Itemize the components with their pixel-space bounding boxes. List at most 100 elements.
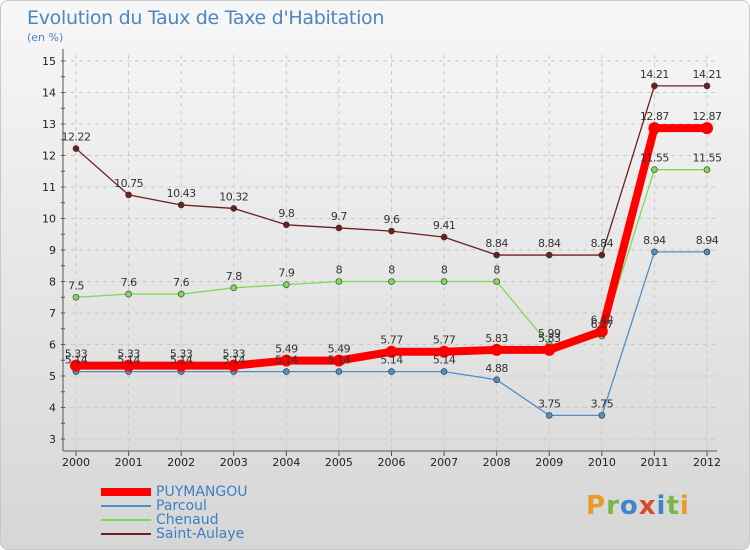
data-point — [125, 290, 132, 298]
legend-label: Chenaud — [156, 512, 219, 528]
data-label: 12.87 — [693, 110, 722, 123]
data-label: 3.75 — [591, 397, 614, 410]
data-point — [122, 359, 135, 372]
data-point — [283, 281, 290, 288]
data-point — [440, 368, 448, 375]
data-label: 5.33 — [223, 348, 246, 361]
x-tick-label: 2010 — [588, 456, 616, 469]
data-label: 5.83 — [485, 332, 508, 345]
x-tick-label: 2000 — [62, 456, 90, 469]
legend-swatch — [101, 505, 151, 507]
data-label: 14.21 — [693, 68, 722, 81]
data-label: 5.49 — [328, 343, 351, 356]
data-label: 5.14 — [433, 354, 456, 367]
data-label: 11.55 — [640, 152, 669, 165]
data-point — [493, 376, 500, 384]
data-label: 8 — [388, 264, 395, 277]
y-tick-label: 6 — [49, 339, 56, 352]
data-label: 9.7 — [331, 210, 347, 223]
data-label: 12.87 — [640, 110, 669, 123]
data-label: 9.8 — [278, 207, 294, 220]
legend-swatch — [101, 533, 151, 535]
data-point — [335, 224, 343, 232]
data-label: 5.33 — [170, 348, 193, 361]
data-label: 5.14 — [328, 354, 351, 367]
logo-letter: o — [619, 491, 639, 521]
data-point — [283, 221, 290, 229]
logo-letter: t — [666, 491, 680, 521]
data-point — [335, 278, 343, 285]
x-tick-label: 2009 — [535, 456, 563, 469]
data-point — [651, 166, 658, 173]
data-point — [280, 354, 293, 367]
data-point — [545, 251, 553, 259]
logo-letter: r — [606, 491, 620, 521]
data-point — [440, 278, 448, 285]
y-tick-label: 8 — [49, 276, 56, 289]
x-tick-label: 2008 — [483, 456, 511, 469]
data-point — [493, 278, 500, 285]
data-point — [125, 191, 132, 199]
data-point — [651, 248, 658, 256]
data-label: 5.77 — [433, 334, 456, 347]
legend-swatch — [101, 519, 151, 521]
data-label: 8.84 — [591, 237, 614, 250]
data-point — [648, 122, 661, 135]
data-point — [385, 345, 398, 358]
y-tick-label: 7 — [49, 307, 56, 320]
data-label: 7.8 — [226, 270, 242, 283]
data-point — [388, 368, 395, 375]
y-tick-label: 12 — [42, 150, 56, 163]
legend-label: Saint-Aulaye — [156, 526, 245, 542]
data-label: 6.42 — [591, 313, 614, 326]
data-label: 5.33 — [65, 348, 88, 361]
x-tick-label: 2011 — [640, 456, 668, 469]
legend-label: PUYMANGOU — [156, 484, 248, 500]
data-label: 8 — [336, 264, 343, 277]
data-point — [701, 122, 713, 135]
data-point — [72, 145, 80, 152]
data-point — [703, 82, 711, 90]
data-label: 5.14 — [170, 354, 193, 367]
data-label: 7.6 — [121, 276, 137, 289]
data-point — [598, 412, 606, 419]
data-point — [175, 359, 188, 372]
data-label: 8 — [441, 264, 448, 277]
data-label: 11.55 — [693, 152, 722, 165]
data-point — [703, 166, 711, 173]
data-label: 5.49 — [275, 343, 298, 356]
data-point — [227, 359, 240, 372]
data-point — [440, 233, 448, 241]
data-label: 7.5 — [68, 279, 84, 292]
x-tick-label: 2005 — [325, 456, 353, 469]
data-point — [703, 248, 711, 256]
data-label: 5.83 — [538, 332, 561, 345]
data-point — [490, 343, 503, 356]
data-label: 5.77 — [380, 334, 403, 347]
data-label: 10.75 — [114, 177, 143, 190]
data-label: 5.14 — [117, 354, 140, 367]
y-tick-label: 3 — [49, 433, 56, 446]
data-label: 8.84 — [485, 237, 508, 250]
data-point — [493, 251, 500, 259]
x-tick-label: 2012 — [693, 456, 721, 469]
data-point — [177, 201, 185, 209]
logo-letter: i — [679, 491, 690, 521]
data-label: 5.14 — [65, 354, 88, 367]
x-tick-label: 2001 — [115, 456, 143, 469]
chart-title: Evolution du Taux de Taxe d'Habitation — [27, 7, 385, 29]
y-tick-label: 13 — [42, 118, 56, 131]
y-tick-label: 4 — [49, 402, 56, 415]
data-label: 5.33 — [117, 348, 140, 361]
data-point — [651, 82, 658, 90]
data-point — [335, 368, 343, 375]
data-label: 8 — [493, 264, 500, 277]
legend-swatch — [101, 488, 151, 496]
data-point — [598, 251, 606, 259]
data-label: 5.14 — [380, 354, 403, 367]
data-point — [388, 227, 395, 235]
data-point — [438, 345, 451, 358]
data-point — [72, 293, 80, 301]
